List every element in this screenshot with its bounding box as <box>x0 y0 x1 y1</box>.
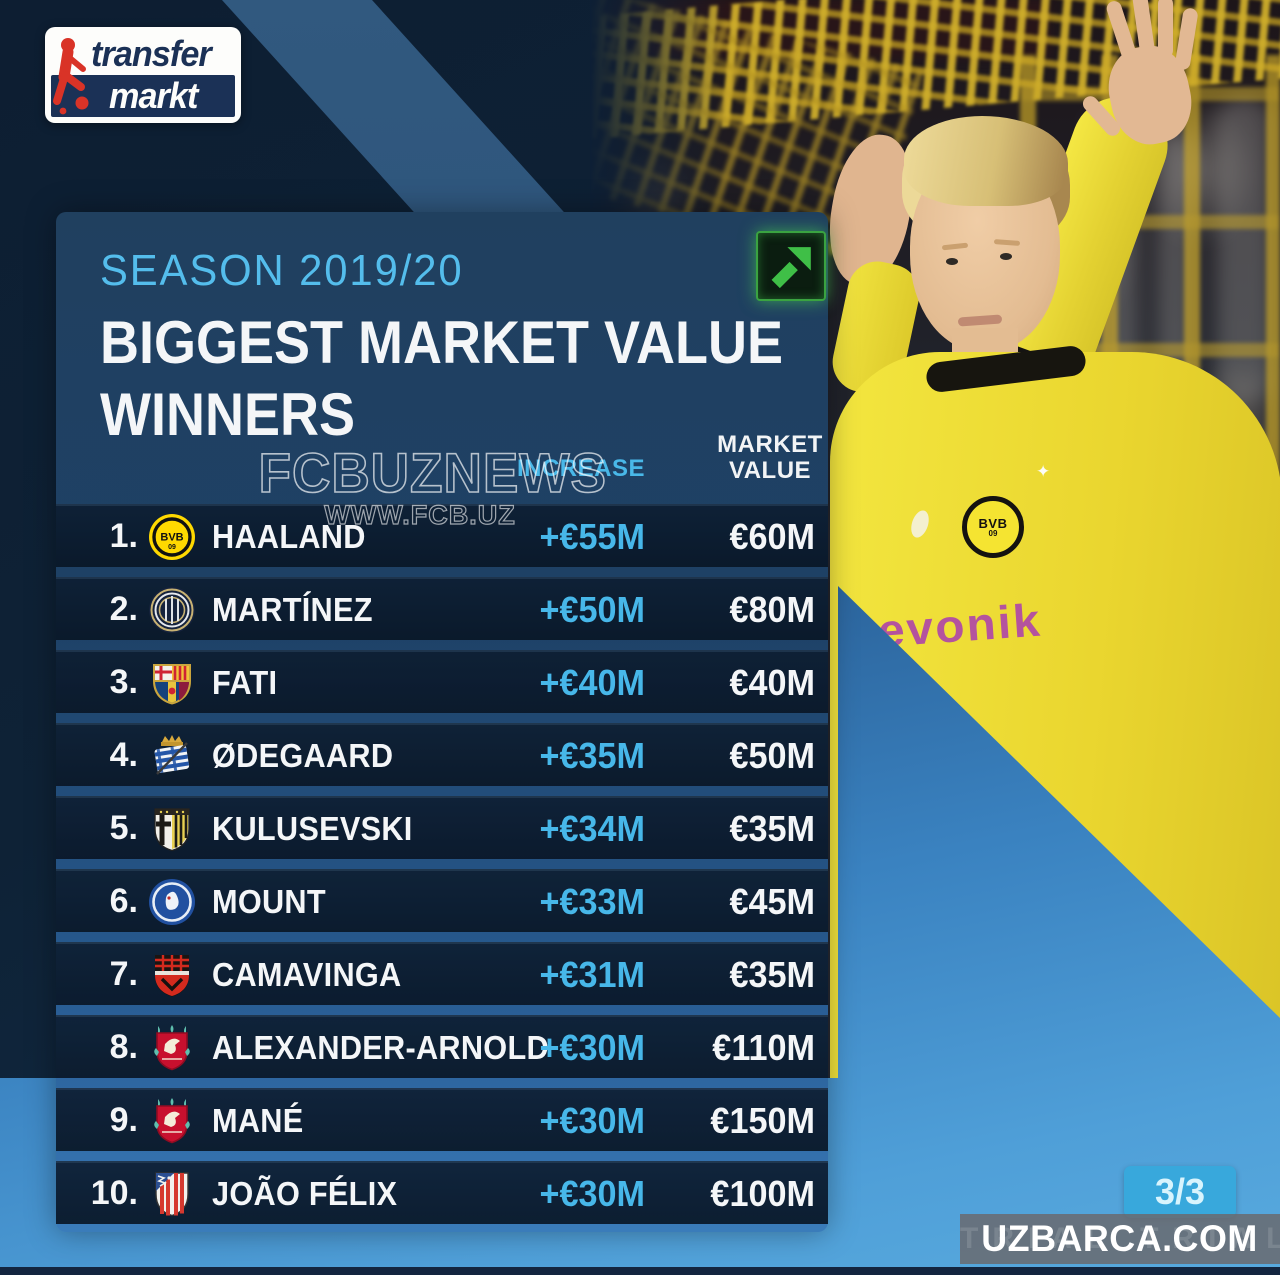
column-header-increase: INCREASE <box>516 455 645 482</box>
market-value: €35M <box>729 953 815 995</box>
player-name: MARTÍNEZ <box>212 590 373 628</box>
increase-value: +€40M <box>539 661 645 703</box>
increase-arrow-icon <box>756 231 826 301</box>
club-crest-liverpool-icon <box>154 1097 190 1143</box>
rank-label: 9. <box>109 1101 138 1139</box>
increase-value: +€31M <box>539 953 645 995</box>
player-name: KULUSEVSKI <box>212 809 413 847</box>
increase-value: +€30M <box>539 1026 645 1068</box>
market-value: €150M <box>710 1099 815 1141</box>
rank-label: 5. <box>109 809 138 847</box>
logo-text-markt: markt <box>109 75 198 116</box>
table-row: 4. ØDEGAARD +€35M €50M <box>56 723 828 786</box>
player-name: CAMAVINGA <box>212 955 402 993</box>
table-row: 10. JOÃO FÉLIX +€30M €100M <box>56 1161 828 1224</box>
trial-watermark: TRIAL TRIAL TRIAL TRIAL <box>960 1222 1280 1255</box>
club-crest-real-sociedad-icon <box>154 734 190 775</box>
market-value: €45M <box>729 880 815 922</box>
table-row: 2. MARTÍNEZ +€50M €80M <box>56 577 828 640</box>
season-label: SEASON 2019/20 <box>100 246 464 295</box>
table-row: 3. FATI +€40M €40M <box>56 650 828 713</box>
pagination-label: 3/3 <box>1154 1171 1206 1212</box>
market-value: €60M <box>729 515 815 557</box>
svg-text:BVB: BVB <box>160 531 183 543</box>
rank-label: 7. <box>109 955 138 993</box>
transfermarkt-logo: transfer markt <box>45 27 241 123</box>
svg-text:09: 09 <box>168 544 176 551</box>
increase-value: +€34M <box>539 807 645 849</box>
bottom-border <box>0 1267 1280 1275</box>
increase-value: +€35M <box>539 734 645 776</box>
club-crest-barcelona-icon <box>153 663 191 704</box>
page-title-line2: WINNERS <box>100 381 356 448</box>
footballer-icon <box>53 38 89 115</box>
rank-label: 3. <box>109 663 138 701</box>
player-name: MANÉ <box>212 1101 304 1139</box>
player-name: MOUNT <box>212 882 326 920</box>
rank-label: 2. <box>109 590 138 628</box>
player-name: FATI <box>212 663 278 701</box>
club-crest-inter-icon <box>149 586 195 633</box>
logo-text-transfer: transfer <box>91 33 212 74</box>
table-row: 5. KULUSEVSKI +€34M €35M <box>56 796 828 859</box>
increase-value: +€50M <box>539 588 645 630</box>
player-name: JOÃO FÉLIX <box>212 1174 398 1212</box>
column-header-market-value: MARKET VALUE <box>690 432 850 484</box>
club-crest-rennes-icon <box>155 954 189 996</box>
market-value: €80M <box>729 588 815 630</box>
market-value: €110M <box>712 1026 815 1068</box>
table-row: 1. BVB 09 HAALAND +€55M €60M <box>56 504 828 567</box>
watermark-url: WWW.FCB.UZ <box>324 499 516 530</box>
increase-value: +€55M <box>539 515 645 557</box>
rank-label: 8. <box>109 1028 138 1066</box>
rank-label: 10. <box>90 1174 138 1212</box>
rank-label: 1. <box>109 517 138 555</box>
table-row: 6. MOUNT +€33M €45M <box>56 869 828 932</box>
page-title-line1: BIGGEST MARKET VALUE <box>100 309 784 376</box>
logo-bottom-row: markt <box>51 75 235 117</box>
rank-label: 4. <box>109 736 138 774</box>
club-crest-liverpool-icon <box>154 1024 190 1070</box>
club-crest-atletico-madrid-icon <box>155 1171 189 1216</box>
logo-top-row: transfer <box>51 33 235 75</box>
table-row: 7. CAMAVINGA +€31M €35M <box>56 942 828 1005</box>
player-name: ØDEGAARD <box>212 736 394 774</box>
club-crest-parma-icon <box>154 807 190 851</box>
table-row: 8. ALEXANDER-ARNOLD +€30M €110M <box>56 1015 828 1078</box>
site-watermark-bar: TRIAL TRIAL TRIAL TRIAL UZBARCA.COM <box>960 1214 1280 1264</box>
player-name: HAALAND <box>212 517 366 555</box>
increase-value: +€30M <box>539 1172 645 1214</box>
column-header-market: MARKET <box>717 431 823 458</box>
market-value: €40M <box>729 661 815 703</box>
club-crest-borussia-dortmund-icon: BVB 09 <box>149 513 195 560</box>
market-value: €100M <box>710 1172 815 1214</box>
player-name: ALEXANDER-ARNOLD <box>212 1028 549 1066</box>
pagination-badge: 3/3 <box>1124 1166 1236 1218</box>
table-row: 9. MANÉ +€30M €150M <box>56 1088 828 1151</box>
watermark-title: FCBUZNEWS <box>258 440 607 505</box>
column-header-value: VALUE <box>728 457 812 484</box>
market-value: €35M <box>729 807 815 849</box>
club-crest-chelsea-icon <box>149 878 195 925</box>
rank-label: 6. <box>109 882 138 920</box>
increase-value: +€30M <box>539 1099 645 1141</box>
market-value-card: SEASON 2019/20 BIGGEST MARKET VALUE WINN… <box>56 212 828 1232</box>
market-value: €50M <box>729 734 815 776</box>
site-name: UZBARCA.COM <box>981 1218 1259 1259</box>
increase-value: +€33M <box>539 880 645 922</box>
